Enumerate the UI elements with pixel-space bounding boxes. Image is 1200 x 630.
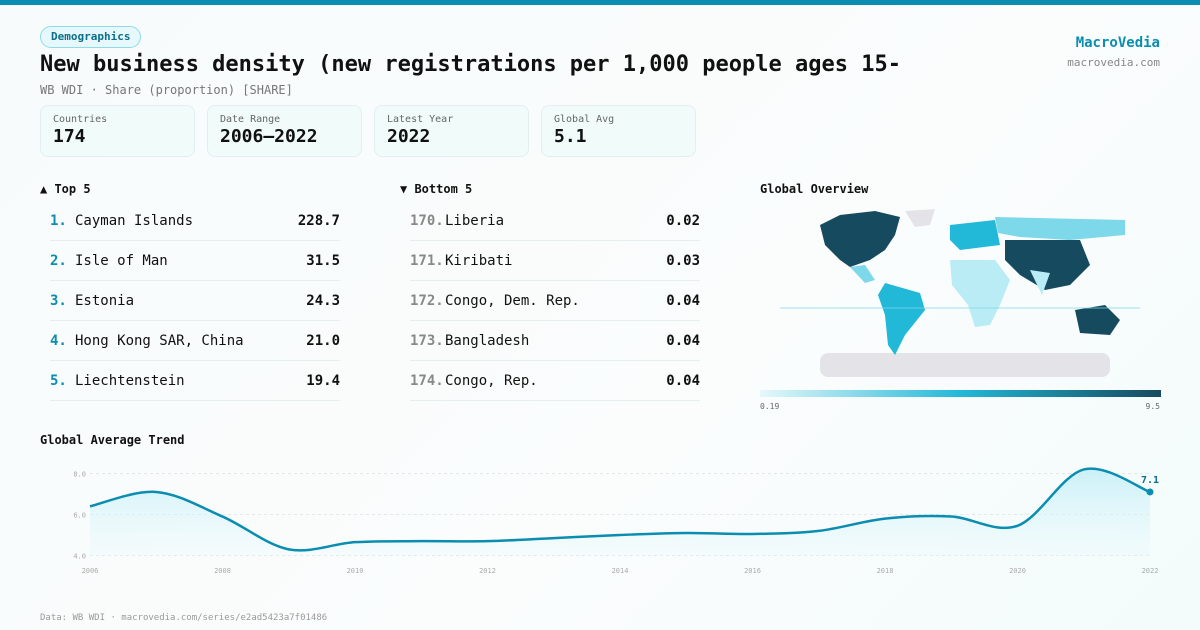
- trend-heading: Global Average Trend: [40, 433, 185, 447]
- map-india: [1030, 270, 1050, 295]
- stat-value: 5.1: [554, 126, 587, 147]
- ranking-row[interactable]: 4. Hong Kong SAR, China 21.0: [50, 321, 340, 361]
- map-color-scale: [760, 390, 1161, 397]
- rank-number: 172.: [410, 292, 444, 309]
- x-tick-label: 2022: [1142, 567, 1159, 575]
- y-tick-label: 6.0: [73, 512, 86, 520]
- map-antarctica: [820, 353, 1110, 377]
- stat-global-avg: Global Avg 5.1: [541, 105, 696, 157]
- stat-date-range: Date Range 2006–2022: [207, 105, 362, 157]
- country-name: Kiribati: [445, 252, 513, 269]
- x-tick-label: 2008: [214, 567, 231, 575]
- stat-value: 174: [53, 126, 86, 147]
- map-australia: [1075, 305, 1120, 335]
- last-value-label: 7.1: [1141, 475, 1159, 486]
- x-tick-label: 2018: [877, 567, 894, 575]
- stat-label: Latest Year: [387, 114, 454, 125]
- rank-number: 4.: [50, 332, 67, 349]
- map-greenland: [905, 209, 935, 227]
- data-point: [1146, 488, 1154, 496]
- rank-number: 171.: [410, 252, 444, 269]
- map-europe: [950, 220, 1000, 250]
- ranking-row[interactable]: 2. Isle of Man 31.5: [50, 241, 340, 281]
- ranking-row[interactable]: 174. Congo, Rep. 0.04: [410, 361, 700, 401]
- page-title: New business density (new registrations …: [40, 52, 901, 77]
- rank-number: 5.: [50, 372, 67, 389]
- ranking-row[interactable]: 5. Liechtenstein 19.4: [50, 361, 340, 401]
- map-asia: [1005, 240, 1090, 290]
- map-south-america: [878, 283, 925, 355]
- map-russia: [995, 217, 1125, 240]
- subtitle: WB WDI · Share (proportion) [SHARE]: [40, 83, 293, 97]
- map-central-america: [850, 265, 875, 283]
- country-name: Bangladesh: [445, 332, 530, 349]
- trend-chart: 4.0 6.0 8.0 2006 2008 2010 2012 2014 2016 2018 202…: [73, 467, 1159, 575]
- trend-area: [90, 468, 1150, 556]
- rank-number: 170.: [410, 212, 444, 229]
- x-tick-label: 2006: [82, 567, 99, 575]
- bottom5-list: 170. Liberia 0.02 171. Kiribati 0.03 172. Congo…: [410, 201, 700, 401]
- country-value: 0.04: [666, 372, 700, 389]
- stat-countries: Countries 174: [40, 105, 195, 157]
- country-name: Congo, Dem. Rep.: [445, 292, 580, 309]
- bottom5-heading: ▼ Bottom 5: [400, 182, 473, 196]
- x-tick-label: 2016: [744, 567, 761, 575]
- map-africa: [950, 260, 1010, 327]
- stat-label: Countries: [53, 114, 108, 125]
- country-value: 19.4: [306, 372, 340, 389]
- stat-value: 2022: [387, 126, 431, 147]
- country-name: Isle of Man: [75, 252, 168, 269]
- country-name: Congo, Rep.: [445, 372, 538, 389]
- x-tick-label: 2014: [612, 567, 629, 575]
- rank-number: 2.: [50, 252, 67, 269]
- rank-number: 173.: [410, 332, 444, 349]
- y-tick-label: 4.0: [73, 553, 86, 561]
- footer-source[interactable]: Data: WB WDI · macrovedia.com/series/e2a…: [40, 613, 328, 623]
- trend-line: [89, 467, 1151, 552]
- country-value: 0.04: [666, 292, 700, 309]
- ranking-row[interactable]: 172. Congo, Dem. Rep. 0.04: [410, 281, 700, 321]
- x-tick-label: 2020: [1009, 567, 1026, 575]
- country-name: Hong Kong SAR, China: [75, 332, 244, 349]
- ranking-row[interactable]: 3. Estonia 24.3: [50, 281, 340, 321]
- brand-logo[interactable]: MacroVedia: [1075, 35, 1160, 51]
- y-tick-label: 8.0: [73, 471, 86, 479]
- ranking-row[interactable]: 1. Cayman Islands 228.7: [50, 201, 340, 241]
- country-name: Liberia: [445, 212, 505, 229]
- stat-latest-year: Latest Year 2022: [374, 105, 529, 157]
- country-value: 0.04: [666, 332, 700, 349]
- stat-value: 2006–2022: [220, 126, 318, 147]
- country-value: 21.0: [306, 332, 340, 349]
- ranking-row[interactable]: 171. Kiribati 0.03: [410, 241, 700, 281]
- x-tick-label: 2012: [479, 567, 496, 575]
- country-value: 0.03: [666, 252, 700, 269]
- country-name: Liechtenstein: [75, 372, 185, 389]
- category-tag[interactable]: Demographics: [40, 26, 142, 48]
- rank-number: 3.: [50, 292, 67, 309]
- x-tick-label: 2010: [347, 567, 364, 575]
- stat-label: Date Range: [220, 114, 281, 125]
- top5-list: 1. Cayman Islands 228.7 2. Isle of Man 31.5 3.…: [50, 201, 340, 401]
- scale-max-label: 9.5: [1145, 402, 1160, 411]
- stat-label: Global Avg: [554, 114, 615, 125]
- world-map[interactable]: [780, 205, 1140, 380]
- country-value: 228.7: [297, 212, 340, 229]
- top-accent-bar: [0, 0, 1200, 5]
- scale-min-label: 0.19: [760, 402, 780, 411]
- brand-url[interactable]: macrovedia.com: [1067, 56, 1160, 69]
- map-heading: Global Overview: [760, 182, 869, 196]
- ranking-row[interactable]: 173. Bangladesh 0.04: [410, 321, 700, 361]
- rank-number: 1.: [50, 212, 67, 229]
- rank-number: 174.: [410, 372, 444, 389]
- country-name: Estonia: [75, 292, 135, 309]
- country-value: 0.02: [666, 212, 700, 229]
- top5-heading: ▲ Top 5: [40, 182, 91, 196]
- map-north-america: [820, 211, 900, 267]
- ranking-row[interactable]: 170. Liberia 0.02: [410, 201, 700, 241]
- country-value: 24.3: [306, 292, 340, 309]
- country-name: Cayman Islands: [75, 212, 194, 229]
- country-value: 31.5: [306, 252, 340, 269]
